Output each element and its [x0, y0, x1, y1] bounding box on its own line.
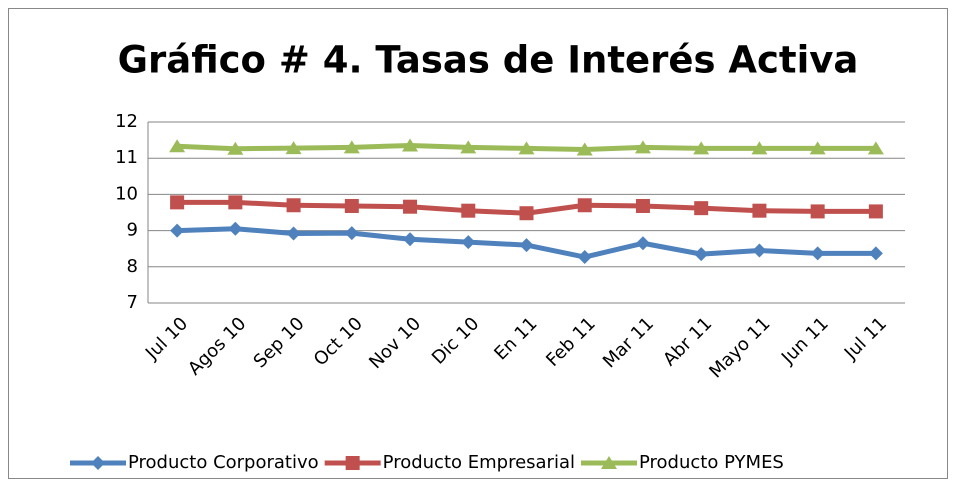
legend-marker [345, 456, 360, 470]
legend-label: Producto Empresarial [383, 452, 575, 473]
legend-label: Producto Corporativo [128, 452, 319, 473]
y-tick-label: 11 [115, 147, 138, 168]
marker [402, 138, 419, 152]
marker [461, 203, 476, 218]
marker [343, 140, 360, 154]
marker [810, 204, 825, 219]
marker [227, 141, 244, 155]
y-tick-label: 10 [115, 183, 138, 204]
y-tick-label: 8 [127, 256, 138, 277]
marker [576, 142, 593, 156]
marker [286, 198, 301, 213]
marker [518, 141, 535, 155]
marker [460, 140, 477, 154]
marker [286, 226, 301, 241]
marker [228, 195, 243, 210]
marker [403, 232, 418, 247]
marker [344, 198, 359, 213]
y-tick-label: 7 [127, 292, 138, 313]
marker [170, 223, 185, 238]
marker [752, 243, 767, 258]
marker [810, 246, 825, 261]
chart-title: Gráfico # 4. Tasas de Interés Activa [118, 39, 859, 82]
marker [403, 199, 418, 214]
marker [228, 221, 243, 236]
marker [752, 203, 767, 218]
marker [693, 141, 710, 155]
y-tick-label: 9 [127, 220, 138, 241]
marker [635, 198, 650, 213]
marker [577, 198, 592, 213]
legend-marker [601, 456, 617, 469]
marker [344, 226, 359, 241]
marker [868, 246, 883, 261]
marker [170, 195, 185, 210]
marker [169, 139, 186, 153]
marker [868, 204, 883, 219]
marker [519, 206, 534, 221]
marker [694, 247, 709, 262]
legend-label: Producto PYMES [639, 452, 784, 473]
marker [694, 201, 709, 216]
marker [635, 236, 650, 251]
marker [461, 235, 476, 250]
legend-marker [91, 456, 105, 470]
marker [519, 238, 534, 253]
marker [751, 141, 768, 155]
marker [285, 141, 302, 155]
marker [634, 140, 651, 154]
marker [577, 250, 592, 265]
marker [809, 141, 826, 155]
y-tick-label: 12 [115, 111, 138, 132]
marker [867, 141, 884, 155]
